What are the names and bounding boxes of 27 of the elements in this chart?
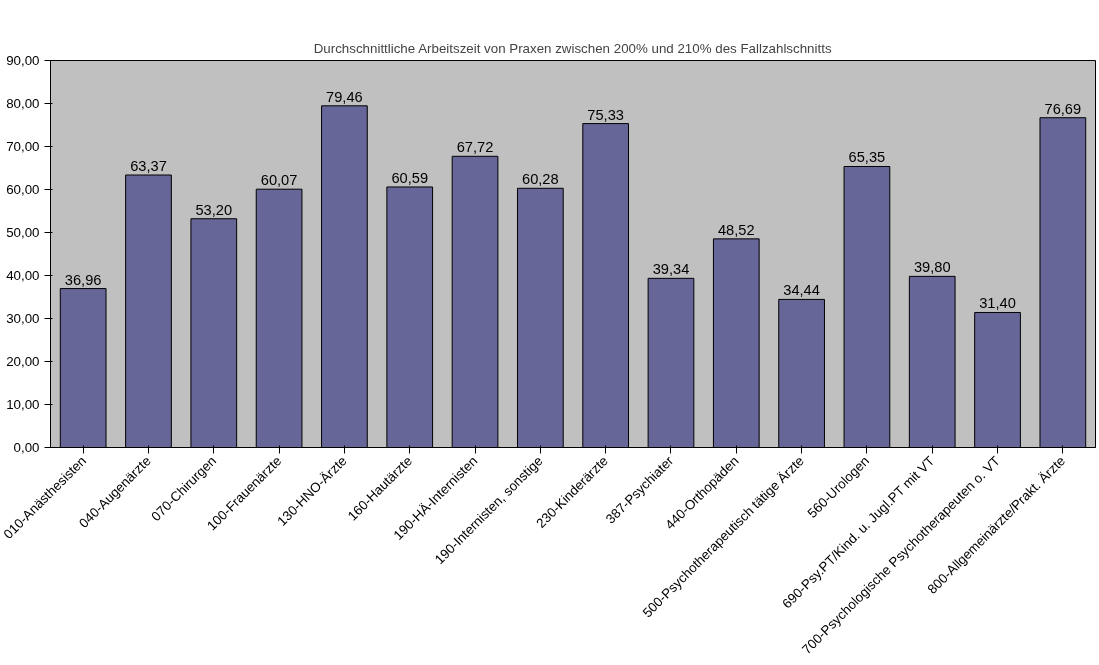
data-label: 39,80 [913, 259, 951, 276]
data-label: 60,07 [260, 172, 298, 189]
y-tick-label: 80,00 [6, 96, 40, 111]
data-label: 75,33 [587, 106, 625, 123]
y-tick-label: 20,00 [6, 354, 40, 369]
y-tick-label: 70,00 [6, 139, 40, 154]
y-tick-label: 10,00 [6, 397, 40, 412]
y-tick-label: 30,00 [6, 311, 40, 326]
data-label: 60,59 [391, 169, 429, 186]
y-tick-label: 40,00 [6, 268, 40, 283]
data-label: 65,35 [848, 149, 886, 166]
y-tick-label: 60,00 [6, 182, 40, 197]
data-label: 53,20 [195, 201, 233, 218]
data-label: 48,52 [717, 221, 755, 238]
data-label: 76,69 [1044, 100, 1082, 117]
chart-title: Durchschnittliche Arbeitszeit von Praxen zwischen 200% und 210% des Fallzahlschnitts [313, 40, 832, 56]
data-label: 39,34 [652, 261, 690, 278]
data-label: 36,96 [64, 271, 102, 288]
y-tick-label: 90,00 [6, 53, 40, 68]
data-label: 79,46 [326, 88, 363, 105]
data-label: 67,72 [456, 139, 494, 156]
data-label: 31,40 [979, 295, 1016, 312]
y-tick-label: 0,00 [13, 440, 40, 455]
y-tick-label: 50,00 [6, 225, 40, 240]
data-label: 60,28 [522, 171, 559, 188]
data-label: 63,37 [130, 158, 167, 175]
data-label: 34,44 [783, 282, 820, 299]
